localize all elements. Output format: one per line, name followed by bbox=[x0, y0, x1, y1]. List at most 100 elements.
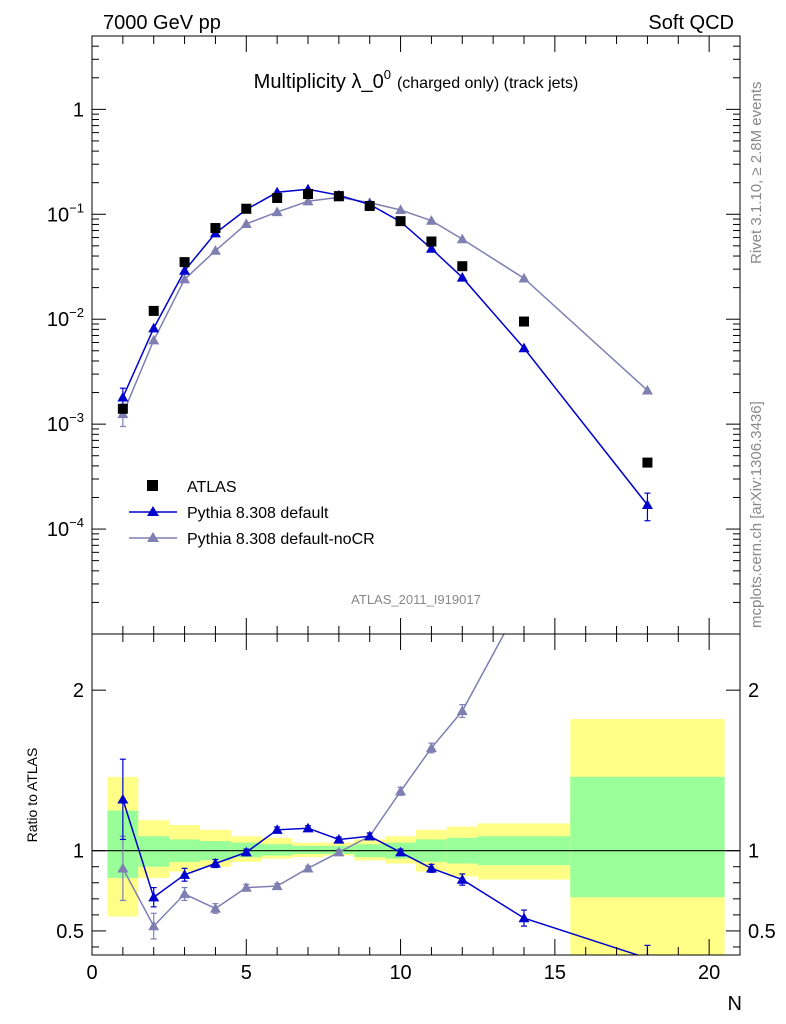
title-suffix: (charged only) (track jets) bbox=[397, 75, 578, 92]
uncertainty-band-inner bbox=[261, 844, 293, 856]
data-point bbox=[210, 222, 221, 233]
series-marker bbox=[395, 204, 407, 215]
ratio-y-tick-label: 1 bbox=[73, 841, 84, 863]
data-point bbox=[364, 200, 375, 211]
x-tick-label: 5 bbox=[241, 962, 252, 984]
ratio-y-tick-label-right: 1 bbox=[748, 841, 759, 863]
ratio-ticks bbox=[91, 634, 741, 955]
x-tick-label: 20 bbox=[698, 962, 720, 984]
title-main: Multiplicity λ_0 bbox=[254, 71, 384, 93]
y-tick-label: 1 bbox=[73, 99, 84, 121]
ratio-series-layer bbox=[117, 219, 653, 955]
ratio-marker bbox=[148, 920, 160, 931]
legend-atlas-marker bbox=[147, 480, 158, 491]
ratio-marker bbox=[240, 882, 252, 892]
ratio-ylabel: Ratio to ATLAS bbox=[24, 748, 40, 843]
header-right: Soft QCD bbox=[648, 12, 734, 34]
series-marker bbox=[117, 391, 129, 402]
ratio-marker bbox=[519, 592, 530, 602]
data-point bbox=[148, 305, 159, 316]
series-marker bbox=[641, 499, 653, 510]
data-point bbox=[333, 191, 344, 202]
ratio-marker bbox=[364, 830, 376, 841]
ratio-y-tick-label-right: 0.5 bbox=[748, 921, 776, 943]
rivet-label: Rivet 3.1.10, ≥ 2.8M events bbox=[748, 82, 765, 265]
series-marker bbox=[425, 215, 437, 225]
ratio-marker bbox=[209, 902, 221, 913]
series-line bbox=[122, 196, 648, 415]
series-marker bbox=[456, 233, 468, 244]
series-marker bbox=[425, 243, 437, 253]
data-point bbox=[519, 316, 529, 327]
data-point bbox=[179, 257, 190, 268]
legend-nocr-label: Pythia 8.308 default-noCR bbox=[187, 531, 375, 548]
ratio-marker bbox=[179, 888, 191, 899]
ratio-marker bbox=[148, 891, 160, 902]
data-point bbox=[642, 457, 653, 468]
ratio-marker bbox=[240, 846, 252, 857]
main-ticks bbox=[91, 35, 741, 635]
legend-nocr-marker bbox=[147, 532, 159, 542]
main-title: Multiplicity λ_00 (charged only) (track j… bbox=[254, 67, 579, 93]
ratio-marker bbox=[395, 785, 407, 796]
series-marker bbox=[179, 265, 191, 275]
series-marker bbox=[302, 195, 314, 206]
data-point bbox=[457, 261, 468, 272]
ratio-marker bbox=[642, 219, 653, 229]
legend-atlas-label: ATLAS bbox=[187, 479, 237, 496]
y-tick-label: 10−1 bbox=[47, 200, 84, 226]
series-line bbox=[122, 188, 649, 506]
data-point bbox=[241, 203, 252, 214]
series-marker bbox=[240, 218, 252, 229]
y-tick-label: 10−4 bbox=[47, 515, 84, 541]
main-ytick-labels: 10−4 10−3 10−2 10−1 1 bbox=[47, 99, 84, 541]
series-marker bbox=[518, 272, 530, 283]
ratio-y-tick-label: 2 bbox=[73, 680, 84, 702]
series-marker bbox=[641, 384, 653, 395]
uncertainty-band-inner bbox=[138, 836, 170, 867]
ratio-line bbox=[122, 634, 505, 928]
main-series-layer bbox=[117, 183, 653, 522]
ratio-marker bbox=[209, 858, 221, 868]
ratio-marker bbox=[117, 793, 129, 804]
header-left: 7000 GeV pp bbox=[103, 12, 221, 34]
ratio-bands-layer bbox=[92, 719, 740, 955]
series-marker bbox=[179, 273, 191, 284]
ratio-marker bbox=[271, 824, 283, 834]
y-tick-label: 10−2 bbox=[47, 305, 84, 331]
ratio-marker bbox=[117, 862, 129, 873]
mcplots-label: mcplots.cern.ch [arXiv:1306.3436] bbox=[748, 401, 765, 628]
ratio-marker bbox=[271, 880, 283, 891]
ratio-marker bbox=[333, 833, 345, 844]
ratio-ytick-labels: 0.5 0.5 1 1 2 2 bbox=[56, 680, 776, 943]
ratio-marker bbox=[302, 822, 314, 833]
legend-default-label: Pythia 8.308 default bbox=[187, 505, 329, 522]
series-marker bbox=[209, 245, 221, 255]
ratio-marker bbox=[395, 846, 407, 857]
series-marker bbox=[518, 342, 530, 353]
series-marker bbox=[456, 271, 468, 282]
title-sup: 0 bbox=[384, 67, 391, 82]
ratio-marker bbox=[456, 874, 468, 884]
data-point bbox=[117, 403, 128, 414]
ratio-line bbox=[122, 799, 640, 955]
ratio-frame bbox=[91, 633, 741, 956]
data-point bbox=[395, 216, 406, 227]
ratio-marker bbox=[333, 846, 345, 857]
x-axis-label: N bbox=[728, 993, 742, 1015]
ratio-marker bbox=[425, 742, 437, 753]
data-point bbox=[426, 236, 437, 247]
ratio-marker bbox=[456, 705, 468, 716]
y-tick-label: 10−3 bbox=[47, 410, 84, 436]
series-marker bbox=[148, 334, 160, 345]
ratio-y-tick-label-right: 2 bbox=[748, 680, 759, 702]
uncertainty-band-inner bbox=[570, 776, 725, 898]
series-marker bbox=[271, 206, 283, 217]
ratio-marker bbox=[179, 869, 191, 879]
main-panel: 10−4 10−3 10−2 10−1 1 Multiplicity λ_00 (char… bbox=[47, 35, 741, 635]
ratio-marker bbox=[425, 862, 437, 873]
data-point bbox=[272, 192, 283, 203]
ratio-marker bbox=[302, 862, 314, 873]
x-tick-label: 0 bbox=[86, 962, 97, 984]
